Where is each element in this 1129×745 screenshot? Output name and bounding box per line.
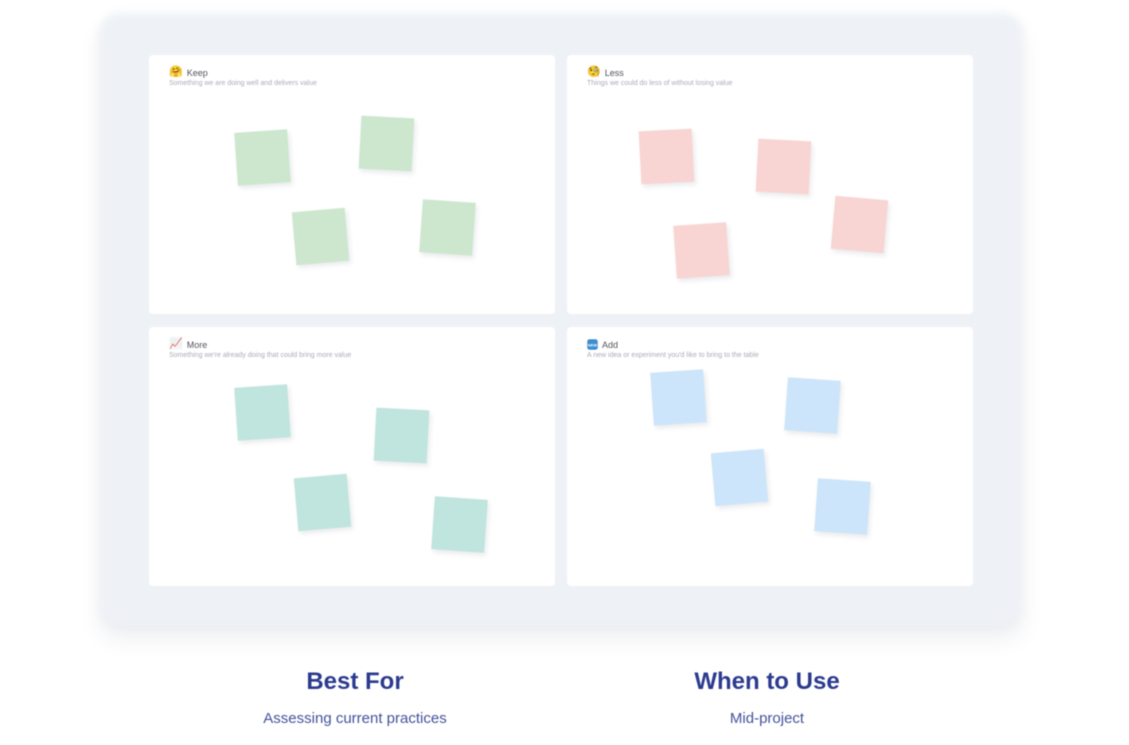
svg-text:NEW: NEW: [588, 342, 597, 347]
